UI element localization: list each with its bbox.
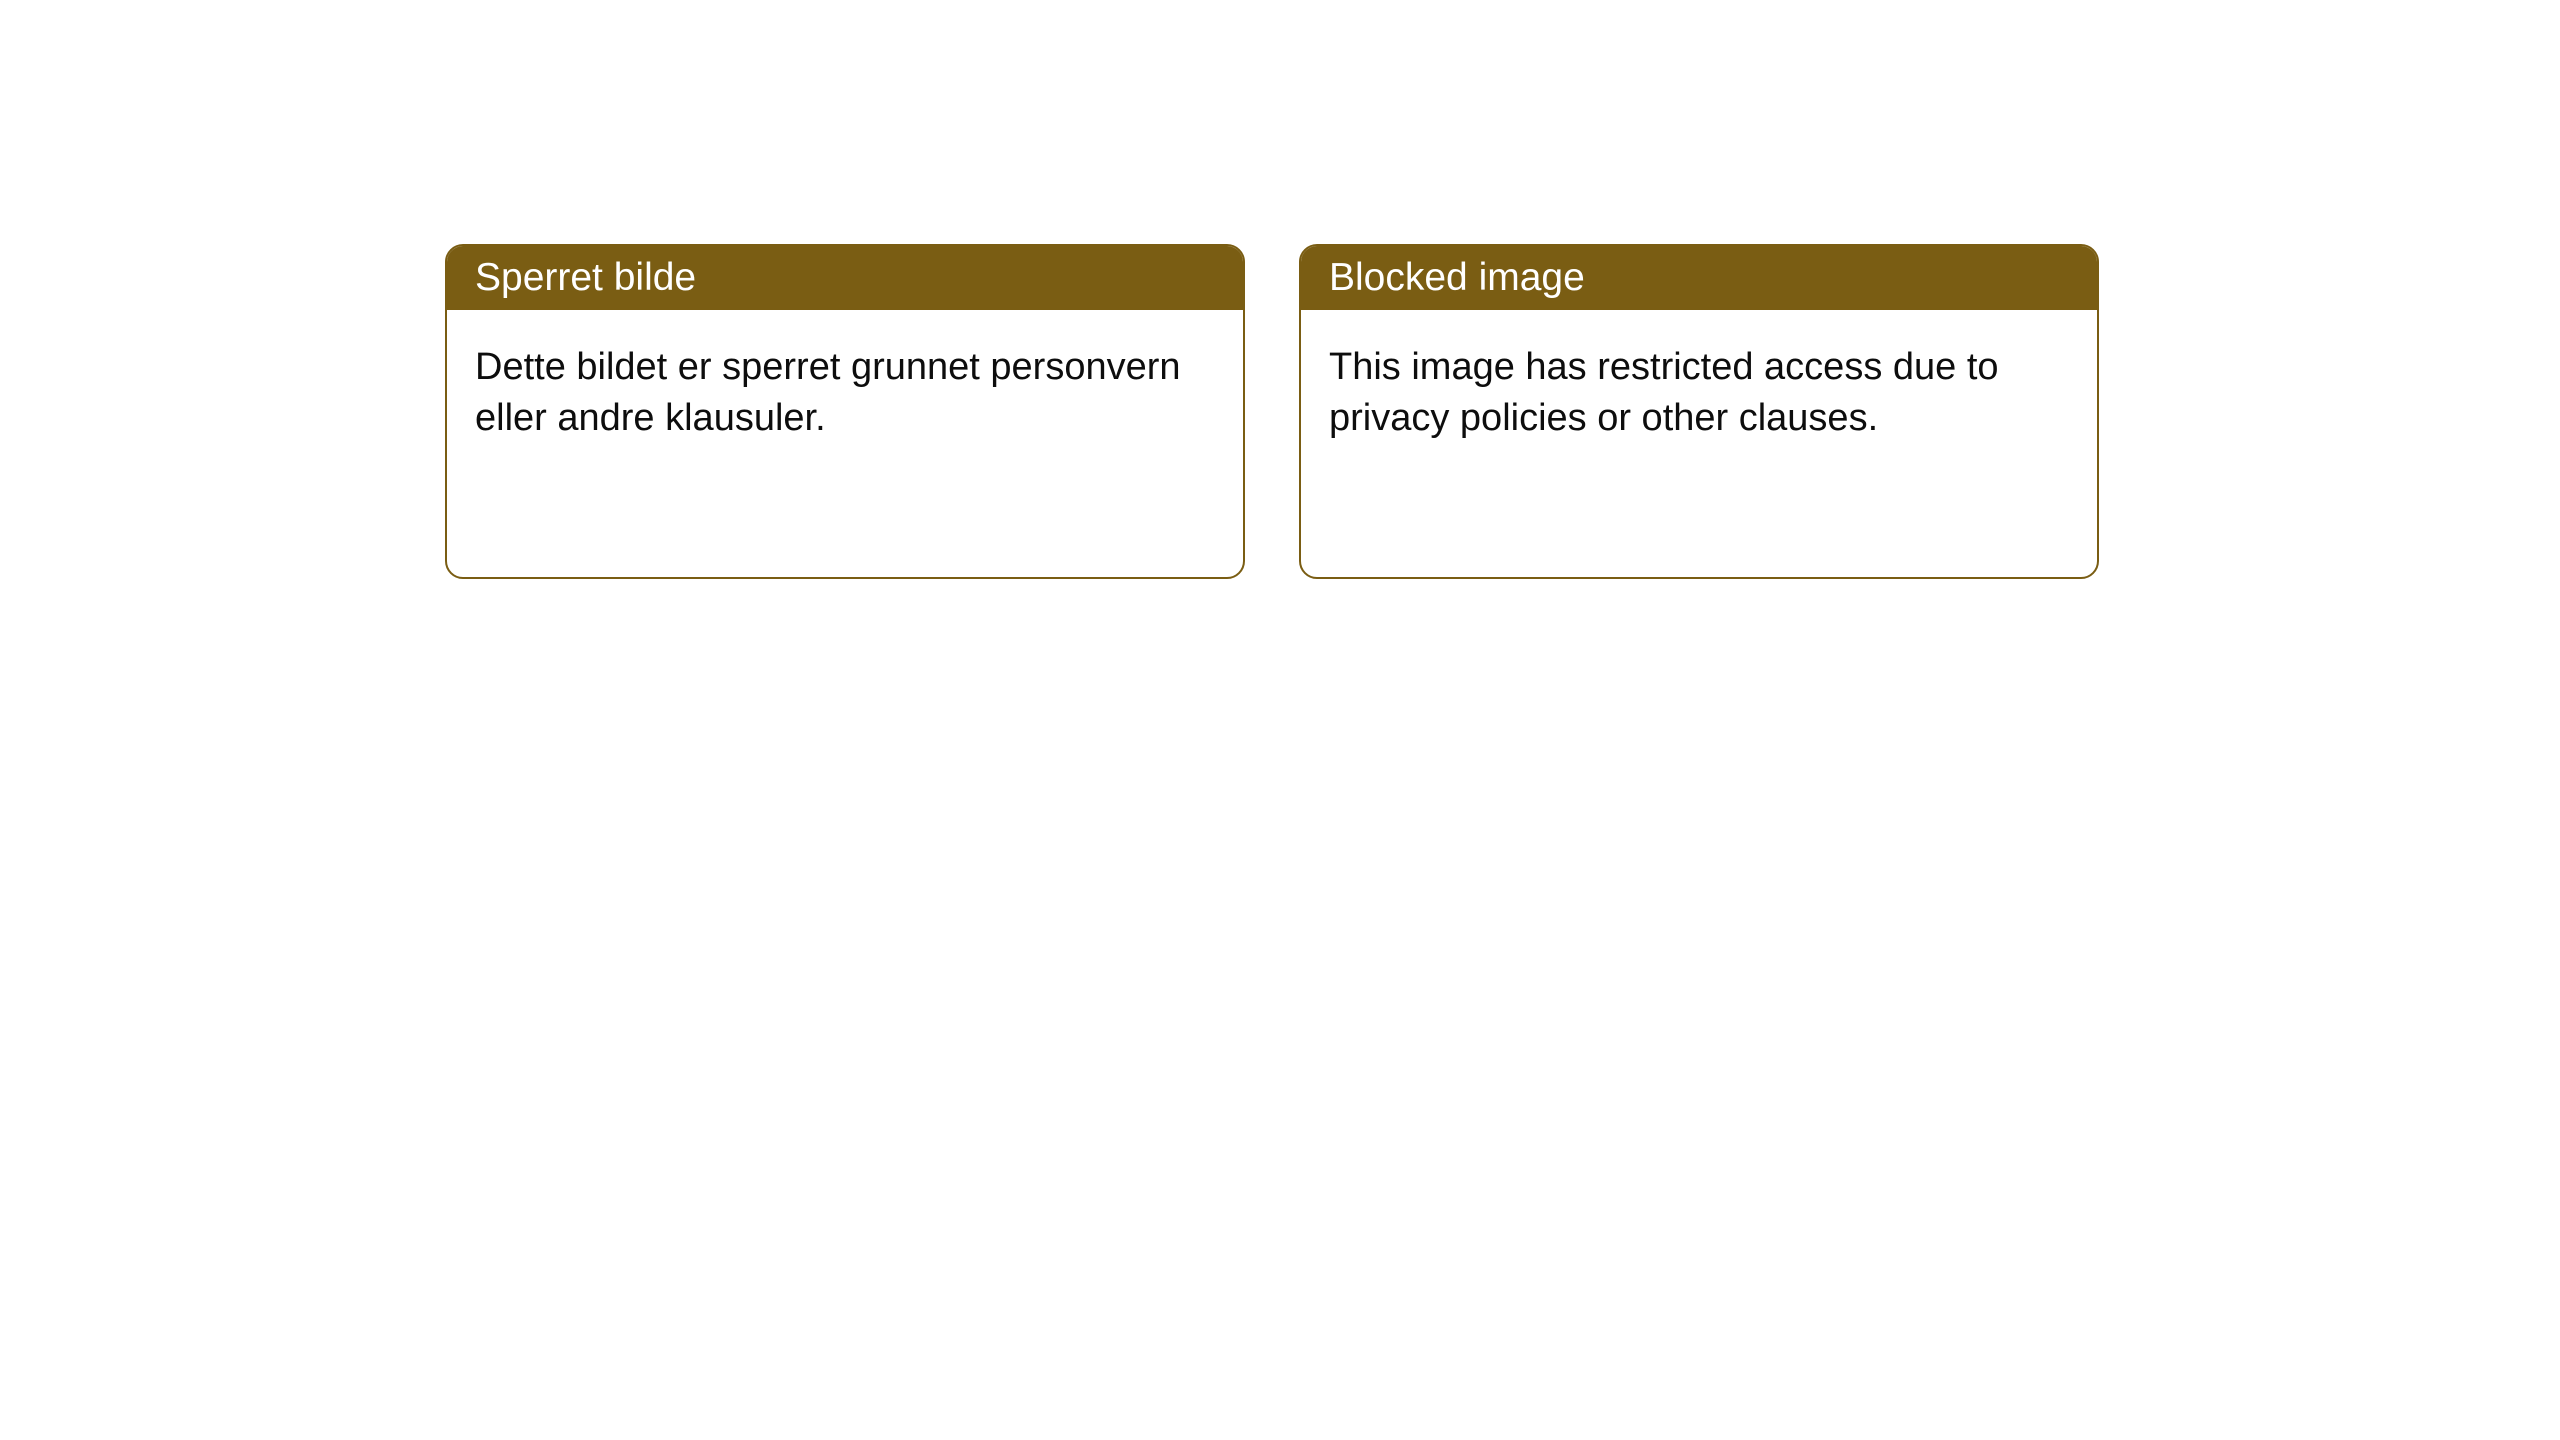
blocked-image-card-no: Sperret bilde Dette bildet er sperret gr… bbox=[445, 244, 1245, 579]
card-title-no: Sperret bilde bbox=[447, 246, 1243, 310]
card-body-en: This image has restricted access due to … bbox=[1301, 310, 2097, 477]
notice-container: Sperret bilde Dette bildet er sperret gr… bbox=[0, 0, 2560, 579]
card-body-no: Dette bildet er sperret grunnet personve… bbox=[447, 310, 1243, 477]
card-title-en: Blocked image bbox=[1301, 246, 2097, 310]
blocked-image-card-en: Blocked image This image has restricted … bbox=[1299, 244, 2099, 579]
